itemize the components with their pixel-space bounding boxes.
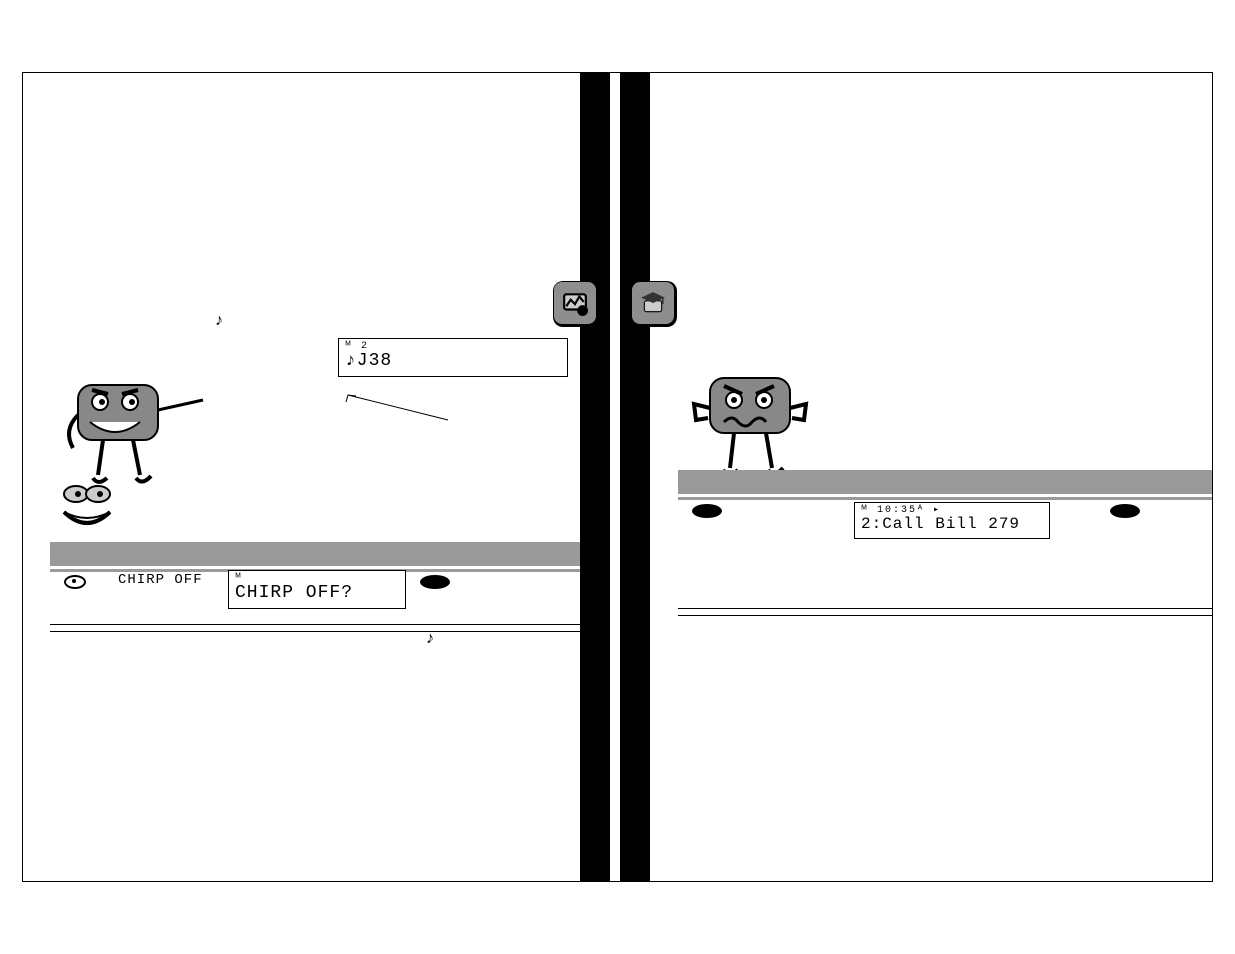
lcd-bottom-bigtext: CHIRP OFF? xyxy=(235,584,399,604)
lcd-display-top: ᴹ 2 ♪J38 xyxy=(338,338,568,377)
bullet-filled-right-2-icon xyxy=(1110,504,1140,518)
bullet-filled-right-1-icon xyxy=(692,504,722,518)
music-note-icon: ♪ xyxy=(215,312,223,330)
arrow-icon xyxy=(338,390,458,430)
grey-band-left xyxy=(50,542,580,566)
page-canvas: i ♪ xyxy=(0,0,1235,954)
grey-band-line-right xyxy=(678,497,1212,500)
svg-text:i: i xyxy=(582,308,584,315)
lcd-display-bottom: ᴹ CHIRP OFF? xyxy=(228,570,406,609)
double-rule-right xyxy=(678,608,1212,616)
chirp-off-label: CHIRP OFF xyxy=(118,572,203,588)
gutter-bar-left xyxy=(580,72,610,882)
lcd-display-right: ᴹ 10:35ᴬ ▸ 2:Call Bill 279 xyxy=(854,502,1050,539)
grey-band-right xyxy=(678,470,1212,494)
face-cartoon-icon xyxy=(52,476,122,541)
bullet-open-icon xyxy=(64,575,86,589)
left-page: ♪ ᴹ 2 ♪J38 CHIRP OFF xyxy=(22,72,580,882)
lcd-top-bigtext: ♪J38 xyxy=(345,352,561,372)
double-rule-left xyxy=(50,624,580,632)
conductor-cartoon-icon xyxy=(58,360,208,495)
gutter-bar-right xyxy=(620,72,650,882)
bullet-filled-icon xyxy=(420,575,450,589)
music-note-bottom-icon: ♪ xyxy=(426,630,434,648)
angry-cartoon-icon xyxy=(690,360,820,485)
right-page: ᴹ 10:35ᴬ ▸ 2:Call Bill 279 xyxy=(650,72,1212,882)
lcd-right-bigtext: 2:Call Bill 279 xyxy=(861,516,1043,534)
